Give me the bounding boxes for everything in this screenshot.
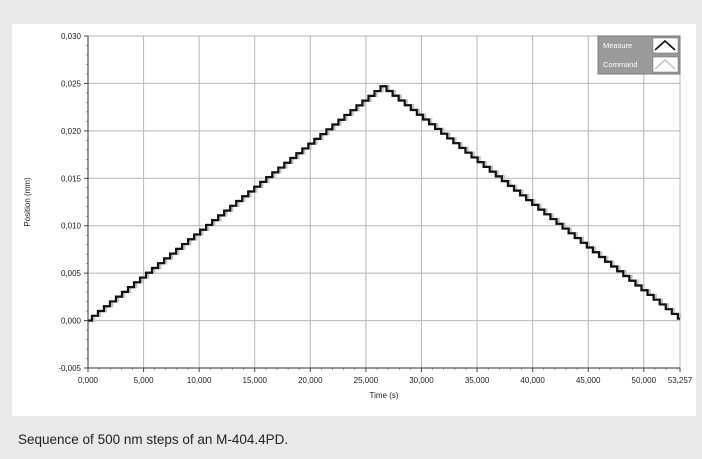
y-tick-label: 0,000 bbox=[61, 317, 82, 326]
x-tick-label: 15,000 bbox=[243, 376, 268, 385]
y-tick-label: -0,005 bbox=[58, 364, 81, 373]
y-tick-label: 0,020 bbox=[61, 127, 82, 136]
x-tick-label: 0,000 bbox=[78, 376, 99, 385]
plot-area bbox=[88, 36, 680, 368]
legend-label: Command bbox=[603, 60, 638, 69]
position-chart: -0,005 0,000 0,005 0,010 0,015 0,020 0,025 0,03… bbox=[23, 32, 693, 400]
legend: Measure Command bbox=[597, 35, 681, 75]
x-tick-label: 53,257 bbox=[668, 376, 693, 385]
legend-swatch-bg bbox=[652, 37, 679, 54]
legend-swatch-line bbox=[654, 39, 676, 51]
legend-swatch-line bbox=[654, 58, 676, 70]
figure-caption: Sequence of 500 nm steps of an M-404.4PD… bbox=[18, 432, 289, 447]
y-tick-label: 0,030 bbox=[61, 32, 82, 41]
x-tick-label: 5,000 bbox=[134, 376, 155, 385]
x-tick-label: 35,000 bbox=[465, 376, 490, 385]
x-tick-label: 50,000 bbox=[632, 376, 657, 385]
x-tick-label: 45,000 bbox=[576, 376, 601, 385]
y-tick-label: 0,005 bbox=[61, 269, 82, 278]
x-tick-label: 20,000 bbox=[298, 376, 323, 385]
x-tick-label: 40,000 bbox=[520, 376, 545, 385]
x-tick-label: 30,000 bbox=[409, 376, 434, 385]
x-axis-label: Time (s) bbox=[369, 391, 398, 400]
y-tick-label: 0,025 bbox=[61, 79, 82, 88]
series-measure-line bbox=[88, 85, 680, 322]
y-tick-label: 0,010 bbox=[61, 222, 82, 231]
y-tick-label: 0,015 bbox=[61, 174, 82, 183]
plot-panel: -0,005 0,000 0,005 0,010 0,015 0,020 0,025 0,03… bbox=[12, 24, 696, 416]
legend-label: Measure bbox=[603, 41, 632, 50]
legend-swatch-bg bbox=[652, 56, 679, 73]
y-axis-label: Position (mm) bbox=[23, 177, 32, 227]
x-tick-label: 25,000 bbox=[354, 376, 379, 385]
x-tick-label: 10,000 bbox=[187, 376, 212, 385]
